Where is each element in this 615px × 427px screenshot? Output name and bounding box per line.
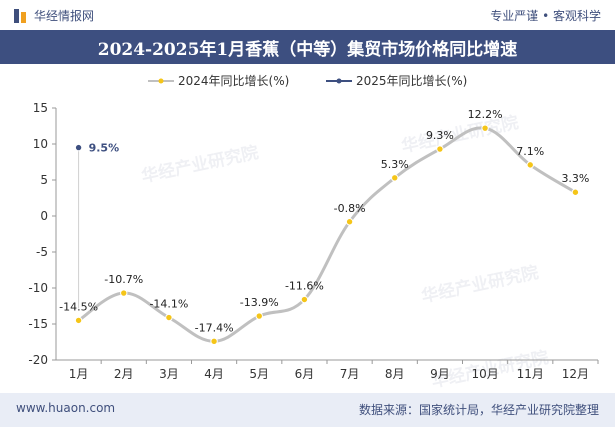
y-tick-label-7: -20 — [28, 353, 48, 367]
legend-marker-1 — [336, 78, 342, 84]
legend-label-0: 2024年同比增长(%) — [178, 74, 289, 88]
chart-title: 2024-2025年1月香蕉（中等）集贸市场价格同比增速 — [0, 30, 615, 64]
series-2024-label-9: 12.2% — [468, 108, 503, 121]
series-2024-point-2 — [165, 313, 173, 322]
series-2024-point-9 — [481, 124, 489, 132]
legend-marker-0 — [158, 78, 164, 84]
series-2024-label-11: 3.3% — [561, 172, 589, 185]
x-tick-label-6: 7月 — [340, 367, 360, 381]
y-tick-label-6: -15 — [28, 317, 48, 331]
x-tick-label-1: 2月 — [114, 367, 134, 381]
series-2024-point-8 — [436, 145, 444, 153]
axes: 15 10 5 0 -5 -10 -15 -20 1月 2月 3月 4月 5月 6月 7月 8月 9月 10月 11… — [28, 101, 599, 381]
series-2024-label-2: -14.1% — [149, 298, 188, 311]
series-2024-point-4 — [255, 312, 263, 320]
series-2025-point-0 — [74, 143, 83, 152]
y-tick-label-0: 15 — [33, 101, 48, 115]
series-2024-label-1: -10.7% — [104, 273, 143, 286]
line-chart: 2024年同比增长(%) 2025年同比增长(%) 15 10 5 0 -5 -10 -15 -… — [28, 74, 599, 381]
series-2024-point-0 — [74, 316, 83, 325]
y-tick-label-5: -10 — [28, 281, 48, 295]
series-2024-label-10: 7.1% — [516, 145, 544, 158]
footer-source: 数据来源：国家统计局，华经产业研究院整理 — [358, 403, 599, 417]
series-2024-point-7 — [391, 174, 399, 182]
legend-label-1: 2025年同比增长(%) — [356, 74, 467, 88]
tagline: 专业严谨 • 客观科学 — [490, 9, 601, 23]
y-tick-label-4: -5 — [36, 245, 48, 259]
brand: 华经情报网 — [14, 7, 94, 24]
x-tick-label-11: 12月 — [562, 367, 589, 381]
y-tick-label-3: 0 — [40, 209, 48, 223]
x-tick-label-4: 5月 — [249, 367, 269, 381]
series-2024-point-10 — [526, 161, 534, 169]
series-2024-point-11 — [571, 188, 580, 196]
x-tick-label-10: 11月 — [517, 367, 544, 381]
series-2024-label-3: -17.4% — [195, 321, 234, 334]
brand-logo-icon — [14, 8, 28, 23]
y-tick-label-2: 5 — [40, 173, 48, 187]
series-2024-point-5 — [300, 295, 309, 304]
brand-name: 华经情报网 — [34, 9, 95, 23]
series-2024-label-4: -13.9% — [240, 296, 279, 309]
series-2024-label-8: 9.3% — [426, 129, 454, 142]
y-tick-label-1: 10 — [33, 137, 48, 151]
series-2024-label-6: -0.8% — [334, 202, 366, 215]
series-2024-point-1 — [120, 289, 128, 297]
x-tick-label-7: 8月 — [385, 367, 405, 381]
x-tick-label-3: 4月 — [204, 367, 224, 381]
x-tick-label-0: 1月 — [69, 367, 89, 381]
footer: www.huaon.com 数据来源：国家统计局，华经产业研究院整理 — [0, 393, 615, 427]
series-2025-label-0: 9.5% — [89, 142, 120, 155]
x-tick-label-5: 6月 — [295, 367, 315, 381]
chart-marks: -14.5%-10.7%-14.1%-17.4%-13.9%-11.6%-0.8… — [59, 108, 589, 345]
series-2024-point-3 — [210, 337, 218, 345]
x-tick-label-2: 3月 — [159, 367, 179, 381]
footer-website: www.huaon.com — [16, 401, 116, 415]
series-2024-label-5: -11.6% — [285, 280, 324, 293]
x-tick-label-8: 9月 — [430, 367, 450, 381]
series-2024-point-6 — [345, 218, 354, 226]
legend: 2024年同比增长(%) 2025年同比增长(%) — [148, 74, 467, 88]
x-tick-label-9: 10月 — [471, 367, 498, 381]
series-2024-label-7: 5.3% — [381, 158, 409, 171]
top-bar: 华经情报网 专业严谨 • 客观科学 — [0, 0, 615, 30]
